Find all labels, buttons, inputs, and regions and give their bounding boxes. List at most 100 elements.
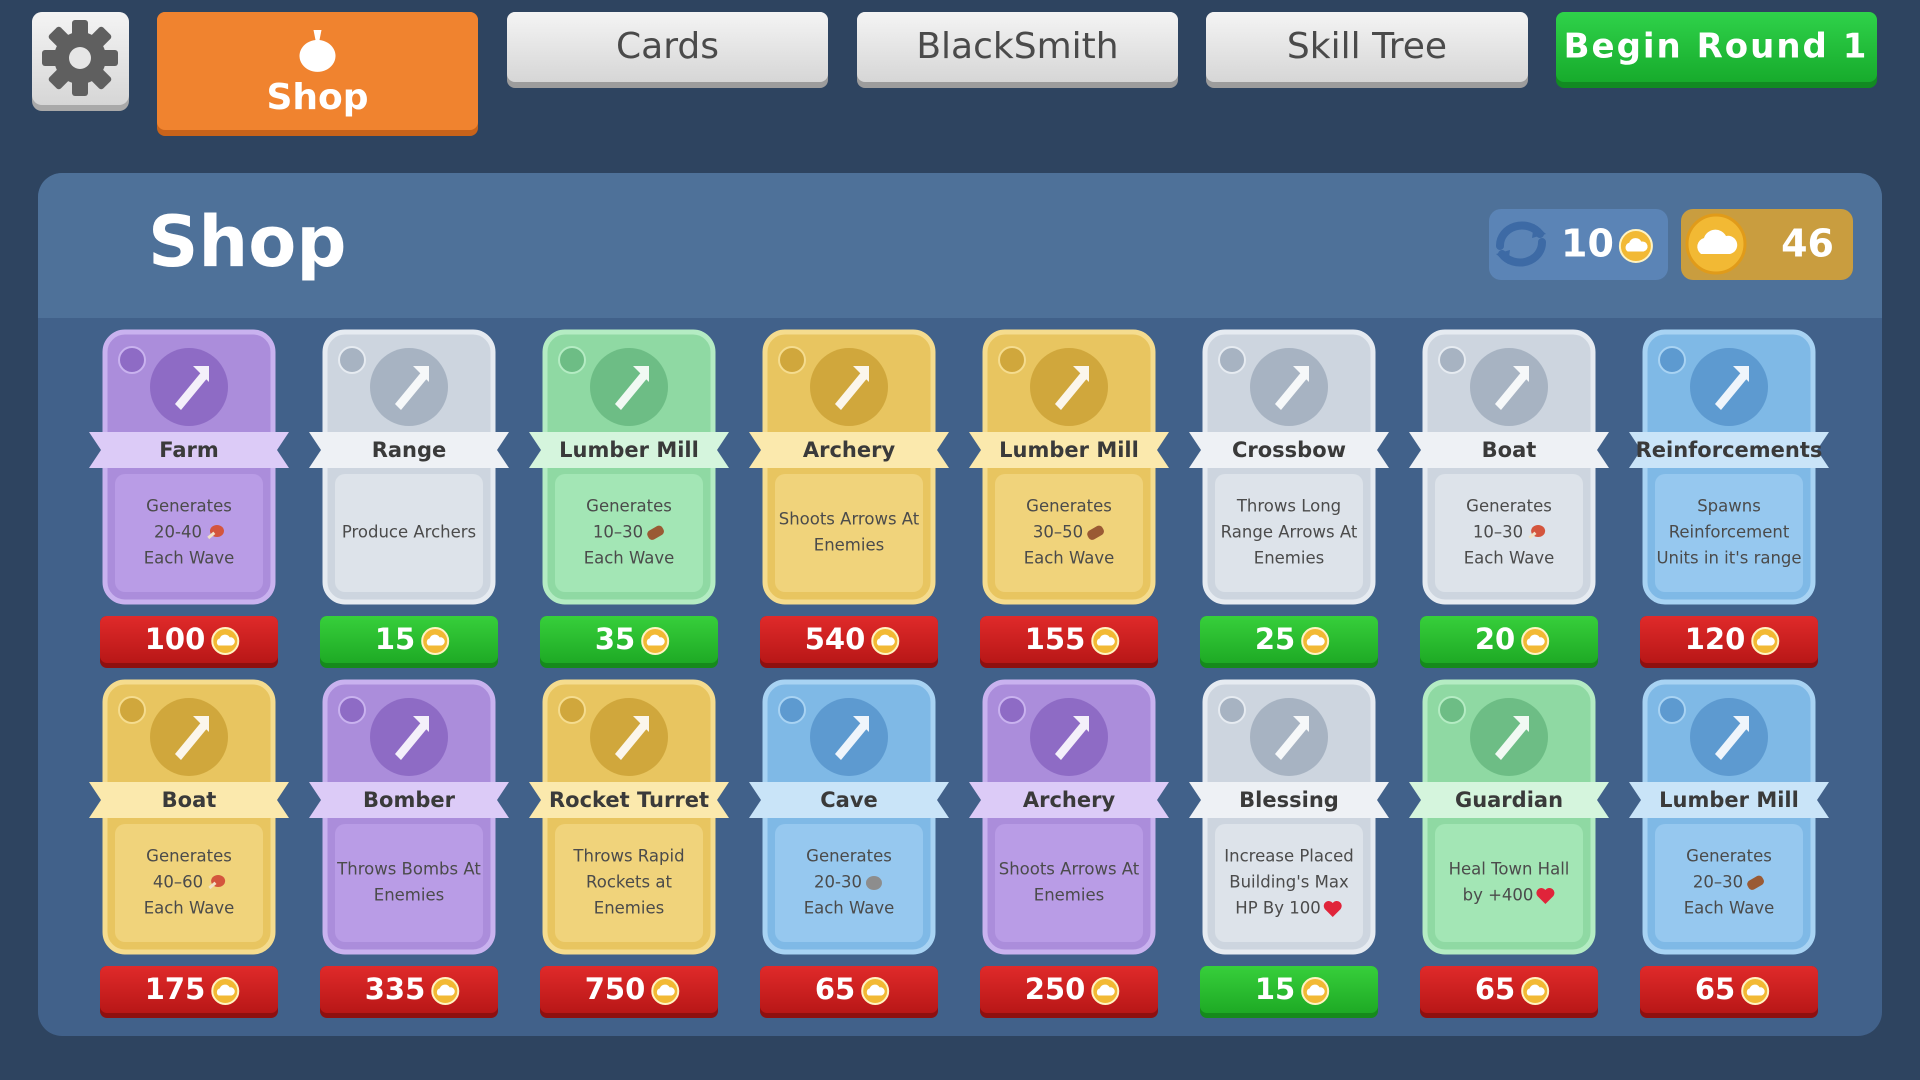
shop-card[interactable]: Lumber Mill Generates 10–30 Each Wave 35 [529, 329, 729, 668]
shop-card[interactable]: Bomber Throws Bombs At Enemies 335 [309, 679, 509, 1018]
card-description: Reinforcement [1669, 523, 1790, 542]
price: 15 [375, 622, 415, 656]
price-button[interactable]: 20 [1420, 616, 1598, 668]
category-badge [1658, 696, 1686, 724]
shop-card[interactable]: Archery Shoots Arrows At Enemies 540 [749, 329, 949, 668]
price-button[interactable]: 100 [100, 616, 278, 668]
shop-card[interactable]: Reinforcements Spawns Reinforcement Units i… [1629, 329, 1829, 668]
price: 750 [585, 972, 646, 1006]
shop-card[interactable]: Rocket Turret Throws Rapid Rockets at Enemi… [529, 679, 729, 1018]
tab-button[interactable]: Shop [157, 12, 478, 136]
reroll-box[interactable]: 10 [1489, 209, 1668, 280]
price-button[interactable]: 335 [320, 966, 498, 1018]
price: 335 [365, 972, 426, 1006]
tab-label: Skill Tree [1287, 26, 1447, 67]
price: 65 [1475, 972, 1515, 1006]
card-name: Farm [159, 438, 219, 462]
reroll-cost: 10 [1561, 222, 1614, 266]
card-description: Enemies [374, 886, 444, 905]
name-ribbon [969, 432, 1169, 468]
price-button[interactable]: 250 [980, 966, 1158, 1018]
name-ribbon [89, 432, 289, 468]
tab-button[interactable]: BlackSmith [857, 12, 1178, 88]
price-button[interactable]: 155 [980, 616, 1158, 668]
shop-card[interactable]: Farm Generates 20-40 Each Wave 100 [89, 329, 289, 668]
shop-card[interactable]: Guardian Heal Town Hall by +400 65 [1409, 679, 1609, 1018]
card-description: Shoots Arrows At [779, 510, 920, 529]
price-button[interactable]: 175 [100, 966, 278, 1018]
card-name: Archery [1023, 788, 1116, 812]
name-ribbon [749, 782, 949, 818]
price: 100 [145, 622, 206, 656]
card-description-box [335, 824, 483, 942]
price-button[interactable]: 25 [1200, 616, 1378, 668]
price-button[interactable]: 750 [540, 966, 718, 1018]
card-description: Generates [146, 847, 232, 866]
card-name: Guardian [1455, 788, 1563, 812]
name-ribbon [1409, 782, 1609, 818]
card-description: 20-30 [814, 873, 862, 892]
shop-card[interactable]: Range Produce Archers 15 [309, 329, 509, 668]
card-description: Throws Rapid [572, 847, 684, 866]
begin-round-button[interactable]: Begin Round 1 [1556, 12, 1877, 88]
card-name: Lumber Mill [1659, 788, 1799, 812]
shop-card[interactable]: Lumber Mill Generates 20–30 Each Wave 65 [1629, 679, 1829, 1018]
card-description: Generates [1466, 497, 1552, 516]
price-button[interactable]: 15 [320, 616, 498, 668]
category-badge [338, 346, 366, 374]
card-name: Lumber Mill [559, 438, 699, 462]
card-description-box [1435, 824, 1583, 942]
coin-icon [1091, 977, 1120, 1005]
tab-button[interactable]: Cards [507, 12, 828, 88]
name-ribbon [749, 432, 949, 468]
coin-icon [1301, 627, 1330, 655]
shop-card[interactable]: Cave Generates 20-30 Each Wave 65 [749, 679, 949, 1018]
price-button[interactable]: 35 [540, 616, 718, 668]
coin-icon [1741, 977, 1770, 1005]
card-name: Boat [1482, 438, 1537, 462]
card-description-box [555, 824, 703, 942]
shop-card[interactable]: Boat Generates 10–30 Each Wave 20 [1409, 329, 1609, 668]
tab-button[interactable]: Skill Tree [1206, 12, 1528, 88]
name-ribbon [1189, 782, 1389, 818]
coin-icon [431, 977, 460, 1005]
card-description: Generates [1686, 847, 1772, 866]
card-description-box [1435, 474, 1583, 592]
card-description-box [1215, 824, 1363, 942]
card-description: Heal Town Hall [1449, 860, 1570, 879]
name-ribbon [529, 432, 729, 468]
name-ribbon [969, 782, 1169, 818]
settings-button[interactable] [32, 12, 129, 111]
card-description-box [1215, 474, 1363, 592]
category-badge [1218, 346, 1246, 374]
card-description: Generates [1026, 497, 1112, 516]
price-button[interactable]: 65 [1640, 966, 1818, 1018]
card-description-box [1655, 474, 1803, 592]
card-name: Archery [803, 438, 896, 462]
card-description-box [775, 824, 923, 942]
card-name: Bomber [363, 788, 456, 812]
coin-icon [1618, 229, 1653, 263]
card-description: Shoots Arrows At [999, 860, 1140, 879]
shop-card[interactable]: Crossbow Throws Long Range Arrows At Enemie… [1189, 329, 1389, 668]
price-button[interactable]: 540 [760, 616, 938, 668]
shop-card[interactable]: Lumber Mill Generates 30–50 Each Wave 155 [969, 329, 1169, 668]
category-badge [558, 696, 586, 724]
wood-icon [1087, 525, 1104, 540]
shop-card[interactable]: Archery Shoots Arrows At Enemies 250 [969, 679, 1169, 1018]
shop-card[interactable]: Boat Generates 40–60 Each Wave 175 [89, 679, 289, 1018]
shop-card[interactable]: Blessing Increase Placed Building's Max HP … [1189, 679, 1389, 1018]
card-description-box [335, 474, 483, 592]
price-button[interactable]: 120 [1640, 616, 1818, 668]
card-description: Generates [806, 847, 892, 866]
price-button[interactable]: 65 [1420, 966, 1598, 1018]
price-button[interactable]: 65 [760, 966, 938, 1018]
price-button[interactable]: 15 [1200, 966, 1378, 1018]
card-description-box [115, 474, 263, 592]
card-description: Generates [586, 497, 672, 516]
card-description: 10–30 [1473, 523, 1523, 542]
tab-label: Shop [266, 77, 368, 118]
card-name: Rocket Turret [549, 788, 709, 812]
card-description: by +400 [1463, 886, 1534, 905]
